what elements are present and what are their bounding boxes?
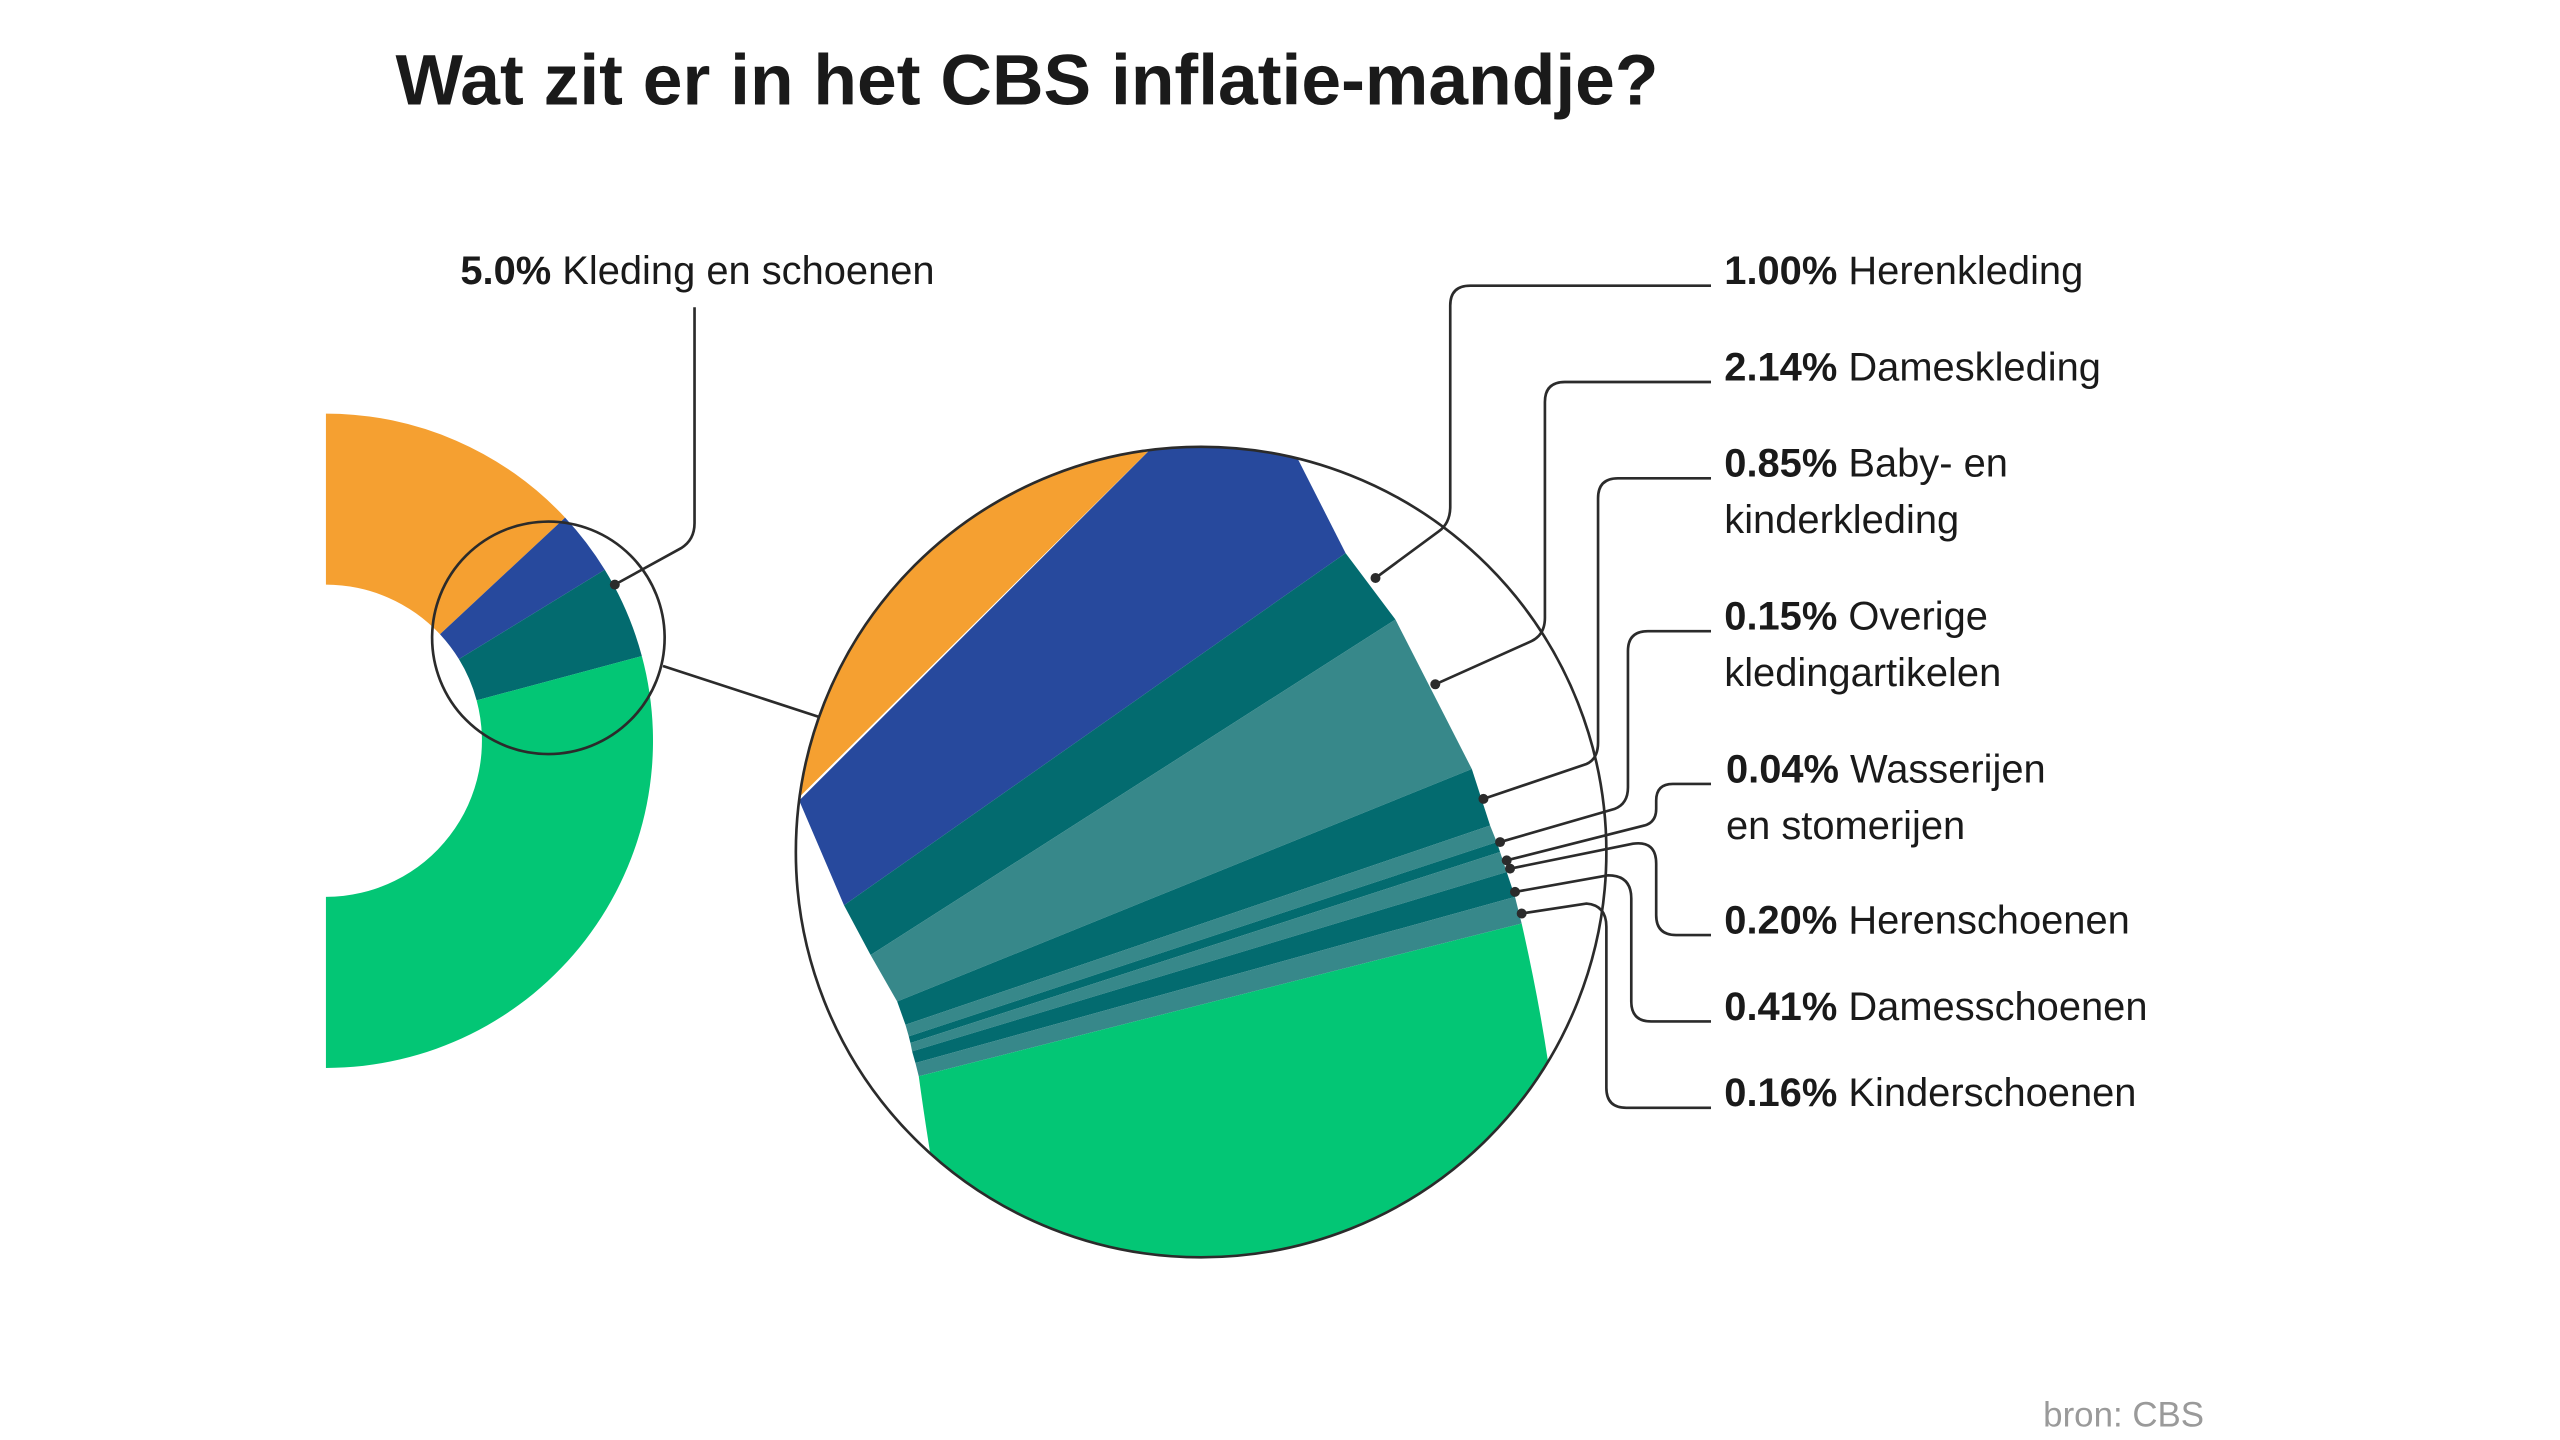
- donut-slice-orange: [325, 413, 566, 635]
- label-4-line2: kledingartikelen: [1724, 651, 2001, 695]
- leader-line-8: [1521, 902, 1712, 1110]
- detail-band-blue: [799, 446, 1346, 906]
- label-5-line2: en stomerijen: [1726, 804, 1965, 848]
- donut-slice-clothing: [458, 569, 642, 701]
- label-5: 0.04% Wasserijen: [1726, 747, 2046, 791]
- detail-band-2: [870, 619, 1472, 1002]
- magnifier-circle: [430, 520, 666, 756]
- label-3-line2: kinderkleding: [1724, 498, 1959, 542]
- source-note: bron: CBS: [2043, 1396, 2204, 1435]
- detail-band-1: [844, 553, 1396, 956]
- detail-band-7: [912, 871, 1516, 1063]
- leader-dot-6: [1505, 863, 1516, 874]
- label-6: 0.20% Herenschoenen: [1724, 898, 2130, 942]
- leader-dot-7: [1510, 886, 1520, 897]
- detail-band-5: [908, 842, 1501, 1044]
- chart-title: Wat zit er in het CBS inflatie-mandje?: [396, 41, 1659, 121]
- label-kleding-en-schoenen: 5.0% Kleding en schoenen: [460, 249, 934, 293]
- leader-dot-3: [1478, 793, 1489, 804]
- leader-line-3: [1483, 477, 1712, 801]
- detail-band-3: [897, 768, 1491, 1025]
- detail-zoom: [795, 446, 1607, 1258]
- detail-band-8: [915, 896, 1522, 1077]
- leader-dot-5: [1501, 855, 1512, 866]
- detail-band-4: [905, 825, 1497, 1037]
- leader-dot-1: [1370, 573, 1381, 583]
- leader-line-6: [1509, 841, 1712, 937]
- detail-circle-outline: [794, 445, 1608, 1259]
- magnifier-connector: [662, 664, 822, 719]
- leader-line-main: [614, 307, 696, 586]
- leader-dot-8: [1516, 908, 1527, 919]
- label-1: 1.00% Herenkleding: [1724, 249, 2083, 293]
- donut-slice-green: [325, 656, 653, 1068]
- leader-dot-4: [1495, 837, 1506, 848]
- leader-line-1: [1374, 284, 1712, 580]
- leader-line-4: [1499, 629, 1712, 844]
- detail-band-6: [910, 852, 1507, 1052]
- leader-dot-2: [1430, 679, 1441, 690]
- label-4: 0.15% Overige: [1724, 594, 1988, 638]
- label-3: 0.85% Baby- en: [1724, 442, 2008, 486]
- leader-line-5: [1506, 782, 1712, 862]
- donut-slice-blue: [439, 517, 605, 660]
- leader-line-7: [1514, 873, 1712, 1023]
- leader-dot-main: [609, 579, 620, 590]
- label-8: 0.16% Kinderschoenen: [1724, 1071, 2136, 1115]
- leader-line-2: [1434, 380, 1712, 686]
- label-2: 2.14% Dameskleding: [1724, 345, 2101, 389]
- label-7: 0.41% Damesschoenen: [1724, 985, 2147, 1029]
- donut-chart: [325, 413, 653, 1068]
